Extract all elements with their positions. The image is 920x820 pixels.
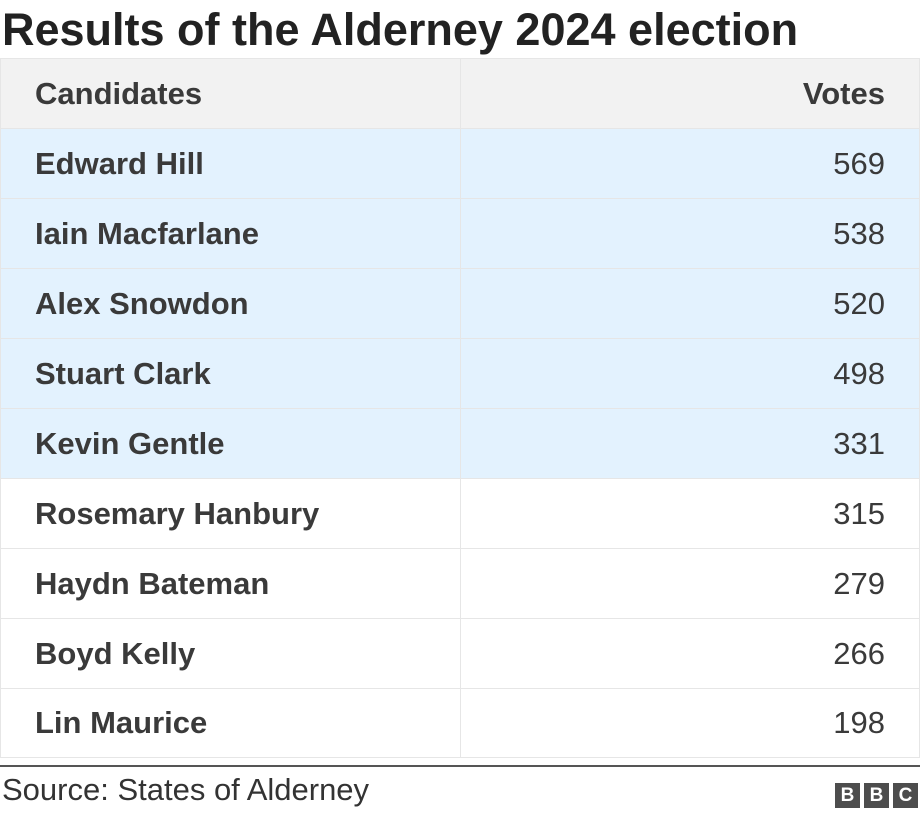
logo-letter: B: [864, 783, 889, 808]
table-body: Edward Hill 569 Iain Macfarlane 538 Alex Sno…: [1, 128, 919, 758]
table-row: Iain Macfarlane 538: [1, 198, 919, 268]
votes-cell: 569: [833, 145, 885, 181]
votes-cell: 498: [833, 355, 885, 391]
candidate-name-cell: Haydn Bateman: [1, 549, 461, 618]
votes-cell: 279: [833, 565, 885, 601]
table-row: Lin Maurice 198: [1, 688, 919, 758]
table-row: Stuart Clark 498: [1, 338, 919, 408]
column-header-votes: Votes: [802, 75, 885, 111]
table-row: Edward Hill 569: [1, 128, 919, 198]
table-header-row: Candidates Votes: [1, 58, 919, 128]
bbc-logo: B B C: [835, 783, 918, 808]
column-header-candidates: Candidates: [1, 59, 461, 128]
candidate-name-cell: Boyd Kelly: [1, 619, 461, 688]
votes-cell: 520: [833, 285, 885, 321]
table-row: Boyd Kelly 266: [1, 618, 919, 688]
logo-letter: C: [893, 783, 918, 808]
votes-cell: 331: [833, 425, 885, 461]
table-row: Alex Snowdon 520: [1, 268, 919, 338]
table-row: Haydn Bateman 279: [1, 548, 919, 618]
candidate-name-cell: Alex Snowdon: [1, 269, 461, 338]
candidate-name-cell: Lin Maurice: [1, 689, 461, 757]
logo-letter: B: [835, 783, 860, 808]
votes-cell: 266: [833, 635, 885, 671]
votes-cell: 315: [833, 495, 885, 531]
table-row: Rosemary Hanbury 315: [1, 478, 919, 548]
votes-cell: 198: [833, 705, 885, 740]
candidate-name-cell: Edward Hill: [1, 129, 461, 198]
chart-title: Results of the Alderney 2024 election: [2, 4, 799, 55]
source-note: Source: States of Alderney: [2, 772, 370, 807]
footer-divider: [0, 765, 920, 767]
candidate-name-cell: Kevin Gentle: [1, 409, 461, 478]
candidate-name-cell: Iain Macfarlane: [1, 199, 461, 268]
candidate-name-cell: Rosemary Hanbury: [1, 479, 461, 548]
table-row: Kevin Gentle 331: [1, 408, 919, 478]
candidate-name-cell: Stuart Clark: [1, 339, 461, 408]
results-table: Candidates Votes Edward Hill 569 Iain Macf…: [0, 58, 920, 758]
votes-cell: 538: [833, 215, 885, 251]
